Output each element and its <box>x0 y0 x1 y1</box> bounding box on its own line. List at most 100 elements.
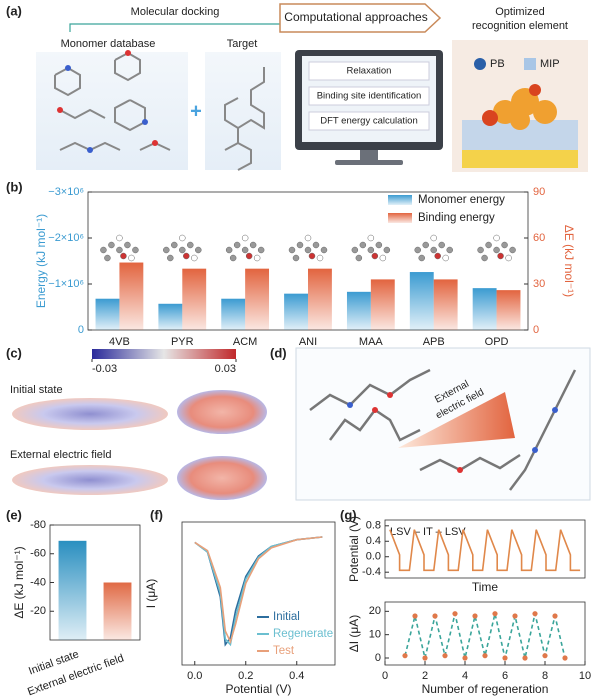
molecule-atom <box>163 246 170 254</box>
series-line <box>389 529 581 572</box>
molecule-atom <box>296 241 304 249</box>
y-tick-label: 10 <box>369 629 381 641</box>
docking-label: Molecular docking <box>131 6 220 18</box>
molecule-atom <box>257 246 265 254</box>
molecule-atom <box>320 246 328 254</box>
y-tick-label: -0.4 <box>362 566 381 578</box>
plot-frame <box>384 519 586 579</box>
colorbar-label: -0.03 <box>92 363 117 375</box>
molecule-atom <box>312 241 320 249</box>
x-tick-label: 2 <box>422 670 428 682</box>
legend-label: Test <box>273 645 295 657</box>
series-line <box>194 536 323 645</box>
molecule-atom <box>225 246 233 254</box>
step-box <box>308 111 430 131</box>
marker <box>542 653 548 659</box>
legend-label: MIP <box>540 58 560 70</box>
legend-label: Binding energy <box>418 212 495 224</box>
y-tick-label: 0.0 <box>366 551 381 563</box>
bar <box>103 582 132 640</box>
x-axis-label: Number of regeneration <box>422 682 549 696</box>
y2-tick-label: 0 <box>533 324 539 336</box>
y-tick-label: −3×10⁶ <box>48 186 84 198</box>
marker <box>422 655 428 661</box>
molecule-atom <box>434 252 441 260</box>
y2-tick-label: 90 <box>533 186 545 198</box>
y-tick-label: −2×10⁶ <box>48 232 84 244</box>
legend-label: Initial <box>273 611 300 623</box>
legend-label: Regenerate <box>273 628 333 640</box>
molecule-sketch <box>224 67 265 171</box>
molecule-atom <box>308 252 316 260</box>
box-label: Monomer database <box>61 38 156 50</box>
molecule-atom <box>253 254 261 262</box>
marker <box>502 655 508 661</box>
molecule-atom <box>179 234 186 242</box>
step: Binding site identification <box>317 91 422 102</box>
x-tick-label: 0.2 <box>238 670 253 682</box>
bar <box>119 262 144 330</box>
marker <box>492 611 498 617</box>
molecule-atom <box>422 241 429 249</box>
bracket <box>69 23 283 32</box>
y-axis-label: ΔI (μA) <box>347 615 361 653</box>
panel-label: (a) <box>6 3 22 18</box>
molecule-atom <box>509 246 516 254</box>
molecule-atom <box>485 241 492 249</box>
molecule-atom <box>379 254 387 262</box>
molecule-atom <box>171 241 178 249</box>
molecule-atom <box>316 254 324 262</box>
x-tick-label: 6 <box>502 670 508 682</box>
panel-label: (d) <box>270 345 287 360</box>
y2-tick-label: 30 <box>533 278 545 290</box>
panel-label: (c) <box>6 345 22 360</box>
molecule-atom <box>438 241 445 249</box>
molecule-atom <box>430 234 437 242</box>
atoms <box>57 50 158 153</box>
molecule-atom <box>128 254 135 262</box>
x-tick-label: 0 <box>382 670 388 682</box>
x-tick-label: ANI <box>299 336 317 348</box>
legend-swatch <box>388 195 412 205</box>
y-tick-label: 0.8 <box>366 520 381 532</box>
marker <box>452 611 458 617</box>
y-axis-label: ΔE (kJ mol⁻¹) <box>12 546 26 618</box>
step: Relaxation <box>347 66 392 77</box>
x-tick-label: OPD <box>485 336 509 348</box>
x-tick-label: 0.0 <box>187 670 202 682</box>
molecule-atom <box>418 254 425 262</box>
step: DFT energy calculation <box>320 116 418 127</box>
x-tick-label: 10 <box>579 670 591 682</box>
legend-swatch <box>388 213 412 223</box>
molecule-atom <box>493 234 500 242</box>
esp-surface <box>12 398 168 430</box>
bar <box>433 279 458 330</box>
x-axis-label: Potential (V) <box>225 682 291 696</box>
substrate <box>462 150 578 168</box>
x-tick-label: ACM <box>233 336 257 348</box>
bar <box>284 293 308 330</box>
state-label: External electric field <box>10 449 112 461</box>
molecule-atom <box>249 241 257 249</box>
y-tick-label: -80 <box>30 519 46 531</box>
y2-tick-label: 60 <box>533 232 545 244</box>
target-box <box>205 52 281 170</box>
bar <box>245 268 270 330</box>
esp-surface <box>12 465 168 495</box>
y-tick-label: −1×10⁶ <box>48 278 84 290</box>
molecule-atom <box>124 241 131 249</box>
molecule-atom <box>183 252 190 260</box>
molecule-atom <box>371 252 379 260</box>
field-arrow <box>398 392 515 448</box>
marker <box>512 613 518 619</box>
marker <box>402 653 408 659</box>
molecule-atom <box>108 241 115 249</box>
x-axis-label: Time <box>472 580 499 594</box>
molecule-atom <box>359 241 367 249</box>
molecule-atom <box>116 246 123 254</box>
bar <box>58 540 87 640</box>
y-axis-label: I (μA) <box>144 579 158 609</box>
marker <box>412 613 418 619</box>
molecule-atom <box>446 246 453 254</box>
molecule-atom <box>245 252 253 260</box>
